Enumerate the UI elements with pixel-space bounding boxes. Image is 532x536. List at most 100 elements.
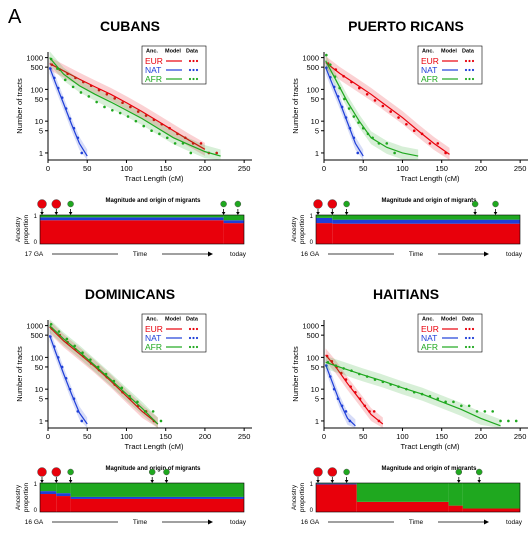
data-point-afr — [128, 394, 131, 398]
ancestry-tick-1: 1 — [34, 482, 38, 488]
y-axis-label: Number of tracts — [291, 78, 300, 134]
series-band-eur — [325, 56, 450, 161]
data-point-afr — [118, 111, 122, 115]
data-point-afr — [460, 404, 463, 408]
data-point-afr — [126, 115, 130, 118]
migration-title: Magnitude and origin of migrants — [106, 198, 202, 204]
data-point-nat — [76, 136, 80, 140]
x-tick-label: 50 — [83, 432, 91, 441]
y-tick-label: 1 — [39, 417, 43, 426]
x-tick-label: 150 — [435, 164, 448, 173]
time-arrowhead — [208, 251, 213, 257]
x-tick-label: 150 — [159, 164, 172, 173]
data-point-eur — [372, 410, 376, 413]
ancestry-nat-segment — [56, 493, 71, 497]
data-point-nat — [328, 75, 332, 79]
ancestry-ylabel-line1: Ancestry — [15, 216, 22, 242]
ancestry-ylabel-line2: proportion — [23, 214, 30, 244]
migration-pulse-icon — [475, 468, 483, 476]
ancestry-nat-segment — [316, 217, 333, 224]
x-tick-label: 50 — [359, 164, 367, 173]
data-point-eur — [405, 122, 408, 126]
ancestry-nat-segment — [332, 219, 520, 224]
y-tick-label: 1000 — [302, 322, 319, 331]
legend-data-dot — [471, 77, 475, 81]
data-point-afr — [143, 410, 147, 413]
data-point-afr — [412, 390, 416, 394]
x-tick-label: 200 — [475, 432, 488, 441]
ancestry-eur-segment — [316, 484, 357, 512]
data-point-nat — [340, 404, 344, 408]
y-tick-label: 1 — [315, 417, 319, 426]
legend-data-dot — [471, 59, 475, 63]
ancestry-afr-segment — [316, 215, 333, 218]
y-tick-label: 50 — [311, 363, 319, 372]
migration-arrowhead — [150, 480, 154, 483]
migration-pulse-icon — [313, 199, 323, 209]
migration-arrowhead — [40, 480, 44, 483]
legend-data-dot — [192, 336, 195, 340]
data-point-eur — [349, 385, 352, 388]
data-point-nat — [325, 364, 328, 367]
ancestry-afr-segment — [356, 483, 449, 502]
y-tick-label: 50 — [311, 95, 319, 104]
y-tick-label: 1000 — [26, 54, 43, 63]
data-point-afr — [136, 400, 139, 404]
series-line-afr — [325, 60, 419, 157]
legend-label-nat: NAT — [145, 65, 161, 75]
y-tick-label: 50 — [35, 363, 43, 372]
chart-title: DOMINICANS — [85, 286, 175, 302]
migration-arrowhead — [236, 212, 240, 215]
data-point-afr — [134, 119, 138, 123]
legend-data-dot — [464, 336, 468, 340]
data-point-eur — [160, 122, 164, 126]
data-point-eur — [184, 136, 187, 140]
x-tick-label: 200 — [475, 164, 488, 173]
legend-header-anc: Anc. — [146, 317, 158, 323]
data-point-afr — [385, 142, 389, 145]
data-point-nat — [80, 151, 84, 155]
data-point-afr — [436, 397, 440, 401]
x-tick-label: 50 — [83, 164, 91, 173]
y-tick-label: 100 — [306, 353, 319, 362]
time-label: Time — [409, 519, 424, 526]
migration-arrowhead — [316, 212, 320, 215]
x-tick-label: 100 — [396, 432, 409, 441]
data-point-eur — [397, 116, 400, 119]
y-tick-label: 5 — [39, 127, 43, 136]
legend-label-eur: EUR — [421, 56, 439, 66]
data-point-afr — [65, 337, 69, 341]
legend-data-dot — [468, 336, 471, 340]
time-arrowhead — [208, 519, 213, 525]
generations-start-label: 16 GA — [301, 251, 320, 258]
migration-pulse-icon — [148, 468, 156, 476]
migration-arrowhead — [493, 212, 498, 215]
data-point-eur — [377, 419, 381, 423]
legend-label-nat: NAT — [421, 65, 437, 75]
data-point-afr — [56, 67, 59, 70]
data-point-eur — [144, 114, 148, 117]
legend-data-dot — [195, 77, 199, 81]
migration-pulse-icon — [67, 468, 74, 476]
legend-label-afr: AFR — [145, 342, 162, 352]
data-point-eur — [66, 72, 69, 76]
legend-data-dot — [195, 68, 199, 72]
data-point-afr — [420, 392, 424, 396]
data-point-eur — [50, 63, 54, 66]
migration-arrowhead — [344, 480, 349, 483]
data-point-eur — [191, 142, 195, 145]
generations-start-label: 16 GA — [25, 519, 44, 526]
legend-data-dot — [468, 77, 471, 81]
data-point-afr — [159, 419, 163, 423]
legend-data-dot — [192, 68, 195, 72]
data-point-afr — [334, 364, 338, 367]
legend-data-dot — [471, 68, 475, 72]
ancestry-eur-segment — [70, 498, 244, 512]
data-point-afr — [49, 322, 53, 326]
ancestry-frame — [315, 482, 521, 513]
data-point-afr — [343, 97, 346, 101]
data-point-nat — [76, 410, 80, 413]
ancestry-eur-segment — [332, 223, 520, 244]
data-point-afr — [73, 344, 76, 348]
x-tick-label: 0 — [322, 432, 326, 441]
